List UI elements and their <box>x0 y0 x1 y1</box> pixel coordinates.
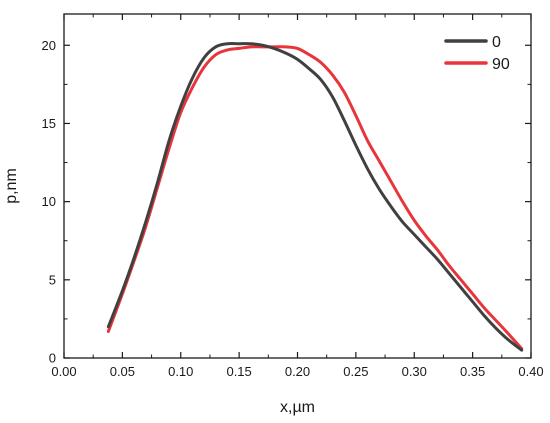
x-tick-label: 0.40 <box>518 364 543 379</box>
y-axis-label: p,nm <box>3 168 20 204</box>
series-line-90 <box>106 45 524 351</box>
y-tick-label: 0 <box>49 351 56 366</box>
plot-frame <box>63 13 532 359</box>
x-tick-label: 0.35 <box>460 364 485 379</box>
y-tick-label: 20 <box>42 38 56 53</box>
x-tick-label: 0.15 <box>226 364 251 379</box>
x-tick-label: 0.10 <box>168 364 193 379</box>
x-tick-label: 0.30 <box>402 364 427 379</box>
x-tick-label: 0.25 <box>343 364 368 379</box>
legend-label-0: 0 <box>492 34 501 51</box>
axes-group: 0.00 0.05 0.10 0.15 0.20 0.25 0.30 0.35 0.40 0 5 10… <box>42 13 544 379</box>
y-tick-label: 15 <box>42 116 56 131</box>
x-tick-label: 0.20 <box>285 364 310 379</box>
x-axis-label: x,µm <box>280 399 315 416</box>
legend: 090 <box>444 34 510 73</box>
series-line-0 <box>106 41 524 352</box>
y-tick-label: 5 <box>49 272 56 287</box>
x-tick-label: 0.00 <box>51 364 76 379</box>
x-tick-label: 0.05 <box>110 364 135 379</box>
y-tick-label: 10 <box>42 194 56 209</box>
series-group <box>106 41 524 352</box>
legend-label-90: 90 <box>492 56 510 73</box>
